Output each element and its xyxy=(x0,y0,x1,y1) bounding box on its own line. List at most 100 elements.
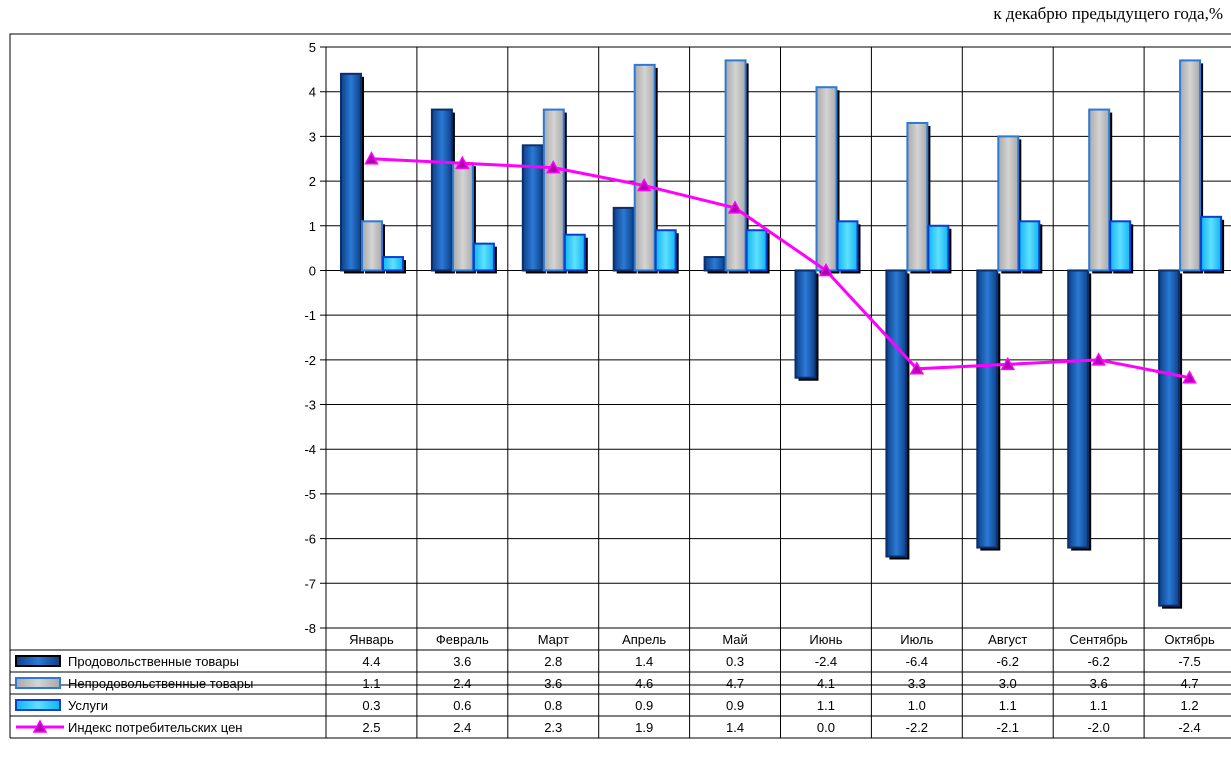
cpi-marker xyxy=(1000,356,1016,371)
bar-3 xyxy=(745,229,768,272)
category-label: Октябрь xyxy=(1164,632,1215,647)
category-label: Март xyxy=(538,632,569,647)
y-tick-label: -7 xyxy=(304,576,316,591)
table-cell-value: 4.1 xyxy=(817,676,835,691)
cpi-marker xyxy=(1182,370,1197,384)
y-tick-label: -4 xyxy=(304,442,316,457)
category-label: Август xyxy=(988,632,1027,647)
table-cell-value: 4.6 xyxy=(635,676,653,691)
legend-label: Продовольственные товары xyxy=(68,654,239,669)
bar-1 xyxy=(885,269,908,558)
table-cell-value: 4.7 xyxy=(726,676,744,691)
legend-label: Услуги xyxy=(68,698,108,713)
category-label: Февраль xyxy=(436,632,489,647)
table-cell-value: 0.3 xyxy=(362,698,380,713)
table-cell-value: 1.4 xyxy=(726,720,744,735)
bar-1 xyxy=(430,108,453,272)
bar-3 xyxy=(654,229,677,272)
cpi-marker xyxy=(818,262,834,277)
table-cell-value: -6.2 xyxy=(997,654,1019,669)
table-cell-value: -6.2 xyxy=(1087,654,1109,669)
bar-1 xyxy=(1067,269,1090,549)
bar-3 xyxy=(1018,220,1041,272)
bar-1 xyxy=(976,269,999,549)
table-cell-value: 0.9 xyxy=(635,698,653,713)
table-cell-value: 1.2 xyxy=(1181,698,1199,713)
table-cell-value: 2.8 xyxy=(544,654,562,669)
table-cell-value: 2.4 xyxy=(453,720,471,735)
y-tick-label: 0 xyxy=(309,263,316,278)
cpi-line xyxy=(371,157,1190,380)
legend-label: Индекс потребительских цен xyxy=(68,720,242,735)
table-cell-value: 0.0 xyxy=(817,720,835,735)
bar-2 xyxy=(451,162,474,272)
legend-swatch-nonfood xyxy=(15,677,61,689)
y-tick-label: 1 xyxy=(309,219,316,234)
bar-2 xyxy=(815,86,838,272)
bar-2 xyxy=(997,135,1020,272)
cpi-marker xyxy=(455,155,470,169)
bar-2 xyxy=(361,220,383,272)
table-cell-value: 4.4 xyxy=(362,654,380,669)
bar-3 xyxy=(836,220,859,272)
y-tick-label: -2 xyxy=(304,353,316,368)
table-cell-value: 4.7 xyxy=(1181,676,1199,691)
table-cell-value: -7.5 xyxy=(1178,654,1200,669)
table-cell-value: 1.4 xyxy=(635,654,653,669)
category-label: Январь xyxy=(349,632,394,647)
category-label: Май xyxy=(722,632,747,647)
y-tick-label: -5 xyxy=(304,487,316,502)
y-tick-label: 4 xyxy=(309,85,316,100)
y-tick-label: -8 xyxy=(304,621,316,636)
bar-3 xyxy=(927,224,950,272)
table-cell-value: -2.4 xyxy=(815,654,837,669)
y-tick-label: 2 xyxy=(309,174,316,189)
table-cell-value: 3.3 xyxy=(908,676,926,691)
y-tick-label: 5 xyxy=(309,40,316,55)
bar-2 xyxy=(906,121,929,272)
bar-3 xyxy=(1109,220,1132,272)
table-cell-value: 1.9 xyxy=(635,720,653,735)
bar-1 xyxy=(794,269,817,379)
table-cell-value: -2.2 xyxy=(906,720,928,735)
cpi-marker xyxy=(1091,352,1106,366)
legend-swatch-services xyxy=(15,699,61,711)
table-cell-value: 0.9 xyxy=(726,698,744,713)
category-label: Июнь xyxy=(809,632,842,647)
bar-1 xyxy=(1158,269,1181,607)
bar-3 xyxy=(472,242,495,272)
table-cell-value: -2.1 xyxy=(997,720,1019,735)
y-tick-label: -3 xyxy=(304,398,316,413)
y-tick-label: -1 xyxy=(304,308,316,323)
legend-swatch-food xyxy=(15,655,61,667)
table-cell-value: 3.6 xyxy=(1090,676,1108,691)
cpi-marker xyxy=(636,177,652,192)
cpi-marker xyxy=(545,160,561,174)
table-cell-value: -6.4 xyxy=(906,654,928,669)
table-cell-value: 0.8 xyxy=(544,698,562,713)
cpi-marker xyxy=(909,361,925,375)
table-cell-value: -2.0 xyxy=(1087,720,1109,735)
category-label: Июль xyxy=(900,632,933,647)
y-tick-label: 3 xyxy=(309,129,316,144)
legend-label: Непродовольственные товары xyxy=(68,676,253,691)
table-cell-value: -2.4 xyxy=(1178,720,1200,735)
category-label: Сентябрь xyxy=(1070,632,1128,647)
bar-2 xyxy=(1088,108,1111,272)
bar-1 xyxy=(521,144,544,272)
bar-1 xyxy=(703,256,726,272)
bar-3 xyxy=(382,256,404,272)
category-label: Апрель xyxy=(622,632,666,647)
table-cell-value: 1.1 xyxy=(362,676,380,691)
table-cell-value: 2.3 xyxy=(544,720,562,735)
table-cell-value: 0.6 xyxy=(453,698,471,713)
y-tick-label: -6 xyxy=(304,532,316,547)
chart-frame xyxy=(9,33,1231,686)
table-cell-value: 1.1 xyxy=(999,698,1017,713)
table-cell-value: 1.1 xyxy=(1090,698,1108,713)
bar-2 xyxy=(542,108,565,272)
table-cell-value: 2.4 xyxy=(453,676,471,691)
table-cell-value: 1.1 xyxy=(817,698,835,713)
legend-marker-cpi xyxy=(32,719,48,733)
